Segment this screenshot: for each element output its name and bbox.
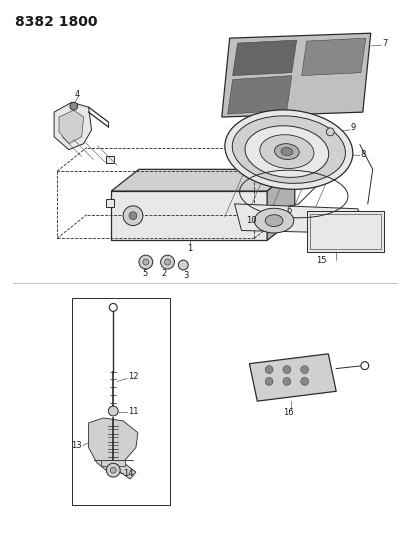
Polygon shape [54, 102, 91, 150]
Bar [309, 214, 380, 249]
Text: 10: 10 [245, 216, 256, 225]
Polygon shape [59, 110, 83, 144]
Circle shape [360, 362, 368, 369]
Text: 14: 14 [123, 469, 133, 478]
Bar [72, 297, 170, 505]
Circle shape [300, 366, 308, 374]
Ellipse shape [280, 148, 292, 156]
Text: 7: 7 [381, 38, 386, 47]
Circle shape [258, 213, 265, 219]
Circle shape [265, 366, 272, 374]
Text: 16: 16 [283, 408, 293, 417]
Bar [106, 156, 114, 164]
Polygon shape [301, 38, 365, 76]
Circle shape [70, 102, 78, 110]
Bar [106, 199, 114, 207]
Bar [306, 211, 382, 252]
Ellipse shape [224, 110, 352, 189]
Text: 11: 11 [128, 407, 138, 416]
Circle shape [164, 259, 170, 265]
Polygon shape [111, 169, 294, 191]
Circle shape [106, 463, 120, 477]
Circle shape [265, 377, 272, 385]
Polygon shape [111, 191, 267, 240]
Ellipse shape [259, 135, 313, 168]
Circle shape [123, 206, 142, 225]
Polygon shape [232, 40, 296, 76]
Text: 15: 15 [315, 256, 326, 264]
Circle shape [326, 128, 333, 136]
Circle shape [110, 467, 116, 473]
Polygon shape [234, 204, 365, 233]
Ellipse shape [245, 126, 328, 177]
Circle shape [282, 377, 290, 385]
Text: 12: 12 [128, 372, 138, 381]
Ellipse shape [232, 116, 345, 183]
Text: 1: 1 [187, 244, 192, 253]
Text: 5: 5 [142, 269, 147, 278]
Polygon shape [267, 169, 294, 240]
Circle shape [282, 366, 290, 374]
Circle shape [108, 406, 118, 416]
Circle shape [139, 255, 152, 269]
Text: 8382 1800: 8382 1800 [15, 15, 97, 29]
Text: 13: 13 [71, 441, 82, 450]
Text: 9: 9 [349, 124, 355, 132]
Text: 6: 6 [285, 206, 291, 215]
Circle shape [178, 260, 188, 270]
Polygon shape [227, 76, 291, 114]
Circle shape [142, 259, 148, 265]
Ellipse shape [254, 208, 293, 233]
Ellipse shape [265, 215, 282, 227]
Bar [101, 461, 125, 466]
Polygon shape [221, 33, 370, 117]
Text: 8: 8 [359, 150, 365, 159]
Circle shape [160, 255, 174, 269]
Ellipse shape [274, 144, 299, 159]
Circle shape [300, 377, 308, 385]
Circle shape [109, 303, 117, 311]
Text: 3: 3 [183, 271, 189, 280]
Text: 2: 2 [161, 269, 166, 278]
Circle shape [129, 212, 137, 220]
Polygon shape [88, 418, 137, 479]
Polygon shape [249, 354, 335, 401]
Text: 4: 4 [75, 90, 80, 99]
